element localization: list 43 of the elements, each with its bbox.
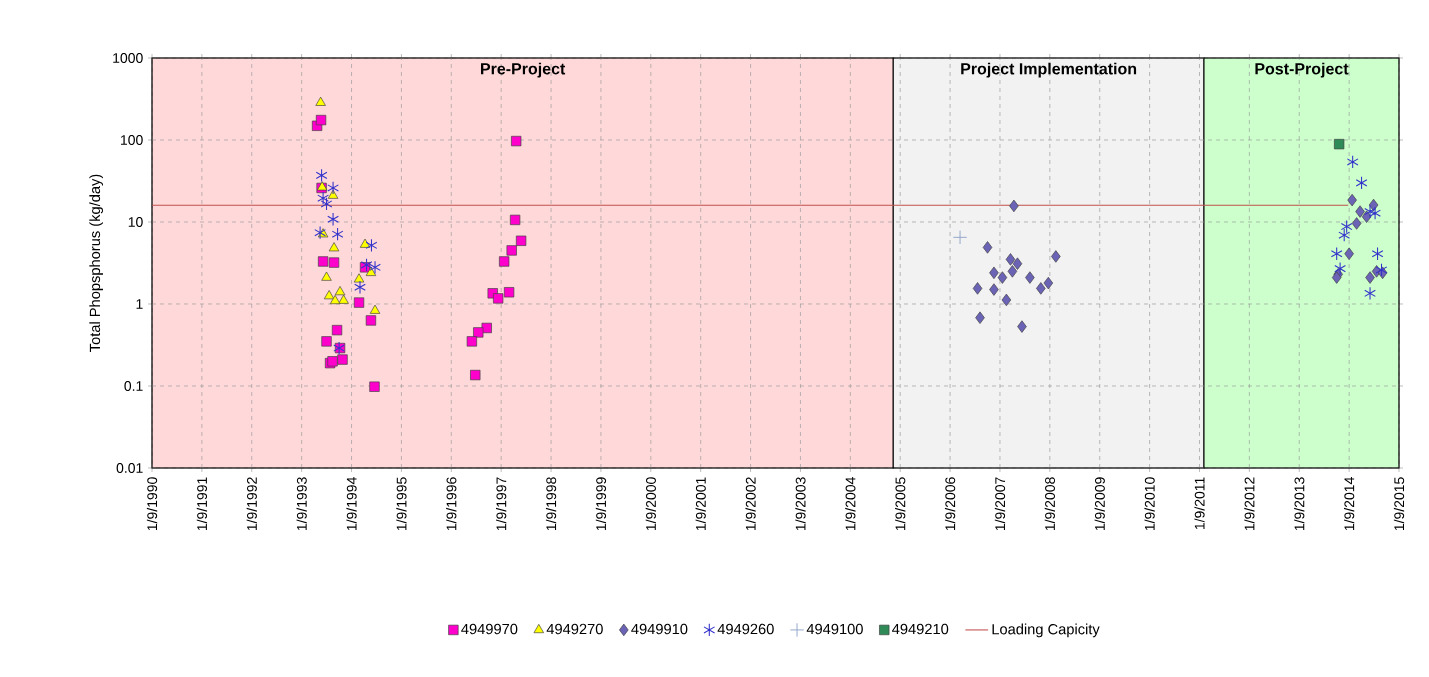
x-tick-label: 1/9/2013: [1294, 477, 1305, 531]
x-tick-label: 1/9/1992: [246, 477, 257, 531]
x-tick-label: 1/9/1990: [146, 477, 158, 531]
x-tick-label: 1/9/2009: [1094, 477, 1105, 531]
x-tick-label: 1/9/1994: [346, 477, 357, 531]
x-tick-label: 1/9/1995: [396, 477, 407, 531]
x-tick-label: 1/9/2011: [1194, 477, 1205, 530]
x-tick-label: 1/9/2001: [695, 477, 706, 531]
band-label: Pre-Project: [481, 62, 566, 78]
x-tick-label: 1/9/2008: [1044, 477, 1055, 531]
x-tick-label: 1/9/1998: [545, 477, 557, 531]
x-tick-label: 1/9/2004: [845, 477, 856, 531]
x-tick-label: 1/9/1999: [595, 477, 607, 531]
y-tick-label: 0.1: [124, 381, 143, 391]
x-tick-label: 1/9/2000: [645, 477, 656, 531]
x-tick-label: 1/9/2015: [1393, 477, 1405, 531]
x-tick-label: 1/9/2002: [745, 477, 756, 531]
x-tick-label: 1/9/2003: [795, 477, 806, 531]
x-tick-label: 1/9/2007: [994, 477, 1006, 531]
x-tick-label: 1/9/2010: [1144, 477, 1155, 531]
x-tick-label: 1/9/2005: [895, 477, 906, 531]
band-label: Post-Project: [1255, 62, 1349, 78]
x-tick-label: 1/9/1991: [196, 477, 208, 531]
legend-label: 4949260: [717, 623, 774, 635]
y-tick-label: 100: [121, 135, 143, 145]
y-tick-label: 0.01: [116, 463, 143, 473]
band-label: Project Implementation: [961, 62, 1137, 78]
x-tick-label: 1/9/2012: [1244, 477, 1255, 531]
x-tick-label: 1/9/1997: [496, 477, 507, 531]
y-tick-label: 10: [128, 217, 143, 227]
x-tick-label: 1/9/2006: [944, 477, 956, 531]
legend-label: 4949970: [461, 623, 518, 635]
legend-label: 4949270: [546, 623, 603, 635]
y-tick-label: 1: [136, 299, 143, 309]
legend-label: Loading Capicity: [992, 623, 1100, 638]
legend-label: 4949910: [631, 623, 688, 635]
x-tick-label: 1/9/2014: [1343, 477, 1355, 531]
legend-label: 4949100: [806, 623, 863, 635]
y-axis-title: Total Phopsphorus (kg/day): [89, 174, 103, 352]
y-tick-label: 1000: [113, 53, 143, 63]
x-tick-label: 1/9/1996: [446, 477, 457, 531]
legend-label: 4949210: [892, 623, 949, 635]
x-tick-label: 1/9/1993: [296, 477, 307, 531]
